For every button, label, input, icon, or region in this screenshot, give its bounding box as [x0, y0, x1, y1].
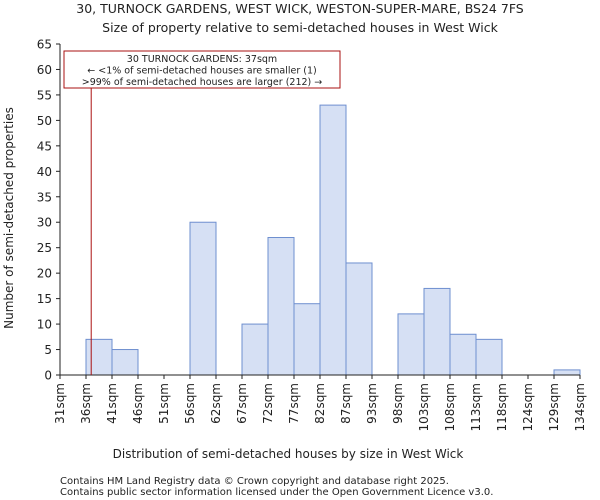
- x-tick-label-77sqm: 77sqm: [287, 383, 301, 424]
- x-tick-label-62sqm: 62sqm: [209, 383, 223, 424]
- marker-group: 30 TURNOCK GARDENS: 37sqm← <1% of semi-d…: [63, 50, 341, 375]
- x-tick-label-118sqm: 118sqm: [495, 383, 509, 431]
- x-tick-label-36sqm: 36sqm: [79, 383, 93, 424]
- y-tick-label-10: 10: [37, 318, 52, 332]
- x-tick-label-46sqm: 46sqm: [131, 383, 145, 424]
- x-tick-label-98sqm: 98sqm: [391, 383, 405, 424]
- y-tick-label-15: 15: [37, 292, 52, 306]
- bar-113sqm: [475, 338, 503, 376]
- x-tick-label-113sqm: 113sqm: [469, 383, 483, 431]
- bar-36sqm: [85, 338, 113, 376]
- x-tick-label-56sqm: 56sqm: [183, 383, 197, 424]
- y-tick-label-0: 0: [44, 369, 52, 383]
- bar-77sqm: [293, 303, 321, 376]
- y-tick-label-25: 25: [37, 241, 52, 255]
- y-tick-label-30: 30: [37, 216, 52, 230]
- footer-line-1: Contains HM Land Registry data © Crown c…: [60, 476, 449, 487]
- x-tick-label-67sqm: 67sqm: [235, 383, 249, 424]
- x-tick-label-108sqm: 108sqm: [443, 383, 457, 431]
- x-tick-label-87sqm: 87sqm: [339, 383, 353, 424]
- x-axis-label: Distribution of semi-detached houses by …: [113, 447, 464, 461]
- chart-title: 30, TURNOCK GARDENS, WEST WICK, WESTON-S…: [76, 1, 524, 16]
- annotation-line-3: >99% of semi-detached houses are larger …: [82, 77, 323, 88]
- y-tick-label-5: 5: [44, 343, 52, 357]
- y-axis-label: Number of semi-detached properties: [2, 107, 16, 329]
- chart-subtitle: Size of property relative to semi-detach…: [102, 20, 498, 35]
- bar-67sqm: [241, 323, 269, 376]
- bar-129sqm: [553, 369, 581, 376]
- y-tick-label-60: 60: [37, 63, 52, 77]
- bar-41sqm: [111, 349, 139, 376]
- x-tick-label-103sqm: 103sqm: [417, 383, 431, 431]
- bar-103sqm: [423, 287, 451, 376]
- y-tick-label-50: 50: [37, 114, 52, 128]
- x-tick-label-82sqm: 82sqm: [313, 383, 327, 424]
- y-axis: 0 5 10 15 20 25 30 35 40 45 50 55 60 65: [37, 38, 61, 383]
- x-tick-label-129sqm: 129sqm: [547, 383, 561, 431]
- y-tick-label-35: 35: [37, 190, 52, 204]
- x-tick-label-93sqm: 93sqm: [365, 383, 379, 424]
- bars-group: [85, 104, 581, 376]
- y-tick-label-65: 65: [37, 38, 52, 52]
- y-tick-label-40: 40: [37, 165, 52, 179]
- x-tick-label-72sqm: 72sqm: [261, 383, 275, 424]
- bar-98sqm: [397, 313, 425, 376]
- bar-82sqm: [319, 104, 347, 376]
- x-tick-label-41sqm: 41sqm: [105, 383, 119, 424]
- annotation-box: [63, 50, 341, 89]
- annotation-line-2: ← <1% of semi-detached houses are smalle…: [87, 66, 316, 77]
- x-tick-label-134sqm: 134sqm: [573, 383, 587, 431]
- annotation-line-1: 30 TURNOCK GARDENS: 37sqm: [127, 54, 277, 65]
- bar-87sqm: [345, 262, 373, 376]
- y-tick-label-45: 45: [37, 139, 52, 153]
- x-tick-label-51sqm: 51sqm: [157, 383, 171, 424]
- footer-line-2: Contains public sector information licen…: [60, 487, 493, 498]
- x-axis: 31sqm 36sqm 41sqm 46sqm 51sqm 56sqm 62sqm 67sqm…: [53, 374, 587, 431]
- bar-108sqm: [449, 333, 477, 376]
- x-tick-label-124sqm: 124sqm: [521, 383, 535, 431]
- bar-56sqm: [189, 221, 217, 376]
- x-tick-label-31sqm: 31sqm: [53, 383, 67, 424]
- y-tick-label-20: 20: [37, 267, 52, 281]
- y-tick-label-55: 55: [37, 88, 52, 102]
- bar-72sqm: [267, 237, 295, 376]
